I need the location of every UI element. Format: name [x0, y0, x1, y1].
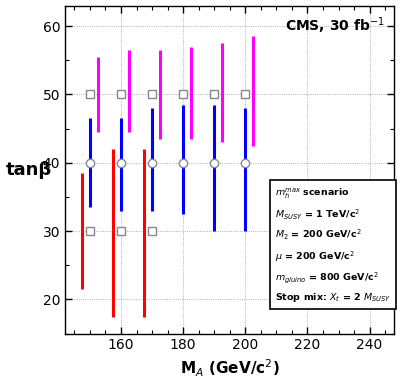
- Text: $m_h^{max}$ scenario
$M_{SUSY}$ = 1 TeV/c$^2$
$M_2$ = 200 GeV/c$^2$
$\mu$ = 200 : $m_h^{max}$ scenario $M_{SUSY}$ = 1 TeV/…: [275, 186, 391, 304]
- Text: CMS, 30 fb$^{-1}$: CMS, 30 fb$^{-1}$: [285, 15, 384, 36]
- X-axis label: M$_{A}$ (GeV/c$^{2}$): M$_{A}$ (GeV/c$^{2}$): [180, 358, 280, 380]
- Y-axis label: tanβ: tanβ: [6, 161, 52, 179]
